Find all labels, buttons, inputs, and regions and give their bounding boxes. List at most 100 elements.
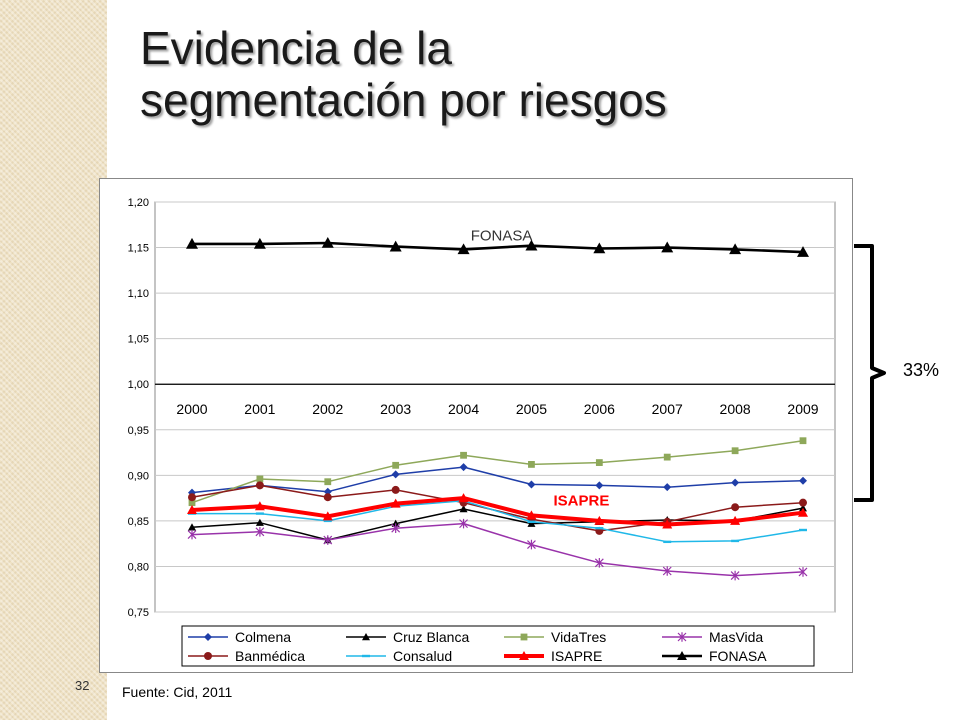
data-point-isapre: [798, 507, 808, 517]
data-point-vidatres: [595, 459, 603, 466]
data-point-consalud: [323, 519, 332, 523]
legend-marker-banm-dica: [204, 652, 212, 660]
legend-marker-consalud: [362, 654, 370, 658]
data-point-masvida: [527, 539, 536, 550]
source-citation: Fuente: Cid, 2011: [122, 684, 233, 700]
y-tick-label: 1,20: [128, 197, 149, 209]
data-point-vidatres: [731, 447, 739, 455]
data-point-isapre: [594, 515, 605, 525]
data-point-fonasa: [593, 242, 606, 254]
data-point-fonasa: [186, 237, 198, 249]
data-point-consalud: [595, 526, 604, 530]
x-tick-label: 2009: [787, 401, 818, 417]
x-tick-label: 2002: [312, 401, 343, 417]
data-point-banm-dica: [799, 498, 807, 507]
data-point-cruz-blanca: [255, 518, 264, 526]
series-line-vidatres: [191, 439, 804, 504]
legend-marker-cruz-blanca: [362, 633, 370, 641]
data-point-consalud: [255, 512, 264, 515]
y-tick-label: 1,05: [128, 334, 149, 346]
data-point-fonasa: [797, 246, 809, 257]
series-line-isapre: [191, 496, 804, 527]
data-point-masvida: [662, 566, 672, 576]
legend-marker-isapre: [519, 651, 529, 660]
slide-title-line-1: Evidencia de la: [140, 22, 452, 74]
data-point-banm-dica: [391, 485, 400, 494]
slide-title-line-2: segmentación por riesgos: [140, 74, 667, 126]
series-line-fonasa: [192, 241, 804, 254]
data-point-vidatres: [392, 461, 400, 469]
data-point-banm-dica: [731, 503, 740, 512]
y-tick-label: 0,75: [128, 607, 149, 619]
data-point-vidatres: [799, 437, 807, 445]
data-point-masvida: [594, 558, 604, 568]
data-point-masvida: [187, 529, 197, 540]
data-point-fonasa: [253, 237, 266, 249]
y-tick-label: 1,15: [128, 243, 149, 255]
x-tick-label: 2008: [720, 401, 751, 417]
data-point-cruz-blanca: [188, 523, 196, 531]
right-brace-icon: [854, 244, 886, 502]
line-chart: 1,20 1,15 1,10 1,05 1,00 0,95 0,90 0,85 0,80 0,75…: [99, 178, 853, 673]
data-point-fonasa: [525, 239, 538, 251]
legend-label-fonasa: FONASA: [709, 648, 767, 664]
series-line-consalud: [192, 500, 804, 543]
data-point-consalud: [799, 528, 807, 532]
data-point-colmena: [663, 483, 672, 492]
data-point-cruz-blanca: [459, 505, 468, 513]
data-point-vidatres: [256, 475, 264, 483]
data-point-colmena: [595, 481, 604, 490]
legend-label-isapre: ISAPRE: [551, 648, 602, 664]
data-point-isapre: [526, 510, 537, 520]
data-point-isapre: [187, 504, 197, 514]
data-point-colmena: [391, 470, 400, 479]
data-point-colmena: [731, 478, 740, 487]
x-tick-label: 2005: [516, 401, 547, 417]
series-line-masvida: [191, 522, 804, 577]
legend-marker-masvida: [677, 632, 687, 642]
legend-box: [181, 625, 815, 667]
legend-marker-colmena: [204, 633, 212, 641]
x-tick-label: 2004: [448, 401, 479, 417]
side-decorative-stripe: [0, 0, 107, 720]
y-tick-label: 0,80: [128, 561, 149, 573]
data-point-colmena: [527, 480, 536, 489]
data-point-masvida: [730, 570, 740, 581]
x-tick-label: 2003: [380, 401, 411, 417]
data-point-consalud: [731, 539, 740, 543]
data-point-isapre: [254, 501, 265, 511]
annotation-label: ISAPRE: [554, 492, 610, 509]
data-point-fonasa: [389, 240, 402, 252]
data-point-masvida: [459, 518, 468, 529]
data-point-cruz-blanca: [391, 519, 400, 527]
data-point-isapre: [390, 498, 401, 508]
y-tick-label: 0,90: [128, 470, 149, 482]
data-point-vidatres: [460, 451, 467, 459]
slide-title: Evidencia de la segmentación por riesgos: [140, 22, 667, 126]
data-point-isapre: [730, 515, 741, 525]
x-tick-label: 2000: [176, 401, 207, 417]
chart-canvas: 1,20 1,15 1,10 1,05 1,00 0,95 0,90 0,85 0,80 0,75…: [128, 197, 836, 667]
legend-label-colmena: Colmena: [235, 629, 291, 645]
y-tick-label: 0,85: [128, 516, 149, 528]
data-point-banm-dica: [255, 481, 264, 490]
data-point-fonasa: [729, 243, 742, 255]
series-line-colmena: [191, 466, 804, 494]
data-point-consalud: [527, 520, 536, 523]
data-point-fonasa: [457, 243, 470, 255]
data-point-masvida: [391, 523, 401, 533]
data-point-vidatres: [188, 499, 196, 507]
y-tick-label: 1,00: [128, 379, 149, 391]
gap-percentage-label: 33%: [903, 360, 940, 380]
legend-label-banm-dica: Banmédica: [235, 648, 305, 664]
x-tick-label: 2007: [652, 401, 683, 417]
data-point-masvida: [255, 527, 265, 537]
page-number: 32: [75, 678, 90, 693]
data-point-colmena: [323, 487, 332, 496]
data-point-banm-dica: [188, 493, 196, 502]
legend-marker-vidatres: [520, 633, 528, 641]
data-point-fonasa: [661, 241, 674, 253]
legend-marker-fonasa: [677, 651, 687, 660]
data-point-vidatres: [324, 478, 332, 486]
data-point-banm-dica: [323, 493, 332, 502]
